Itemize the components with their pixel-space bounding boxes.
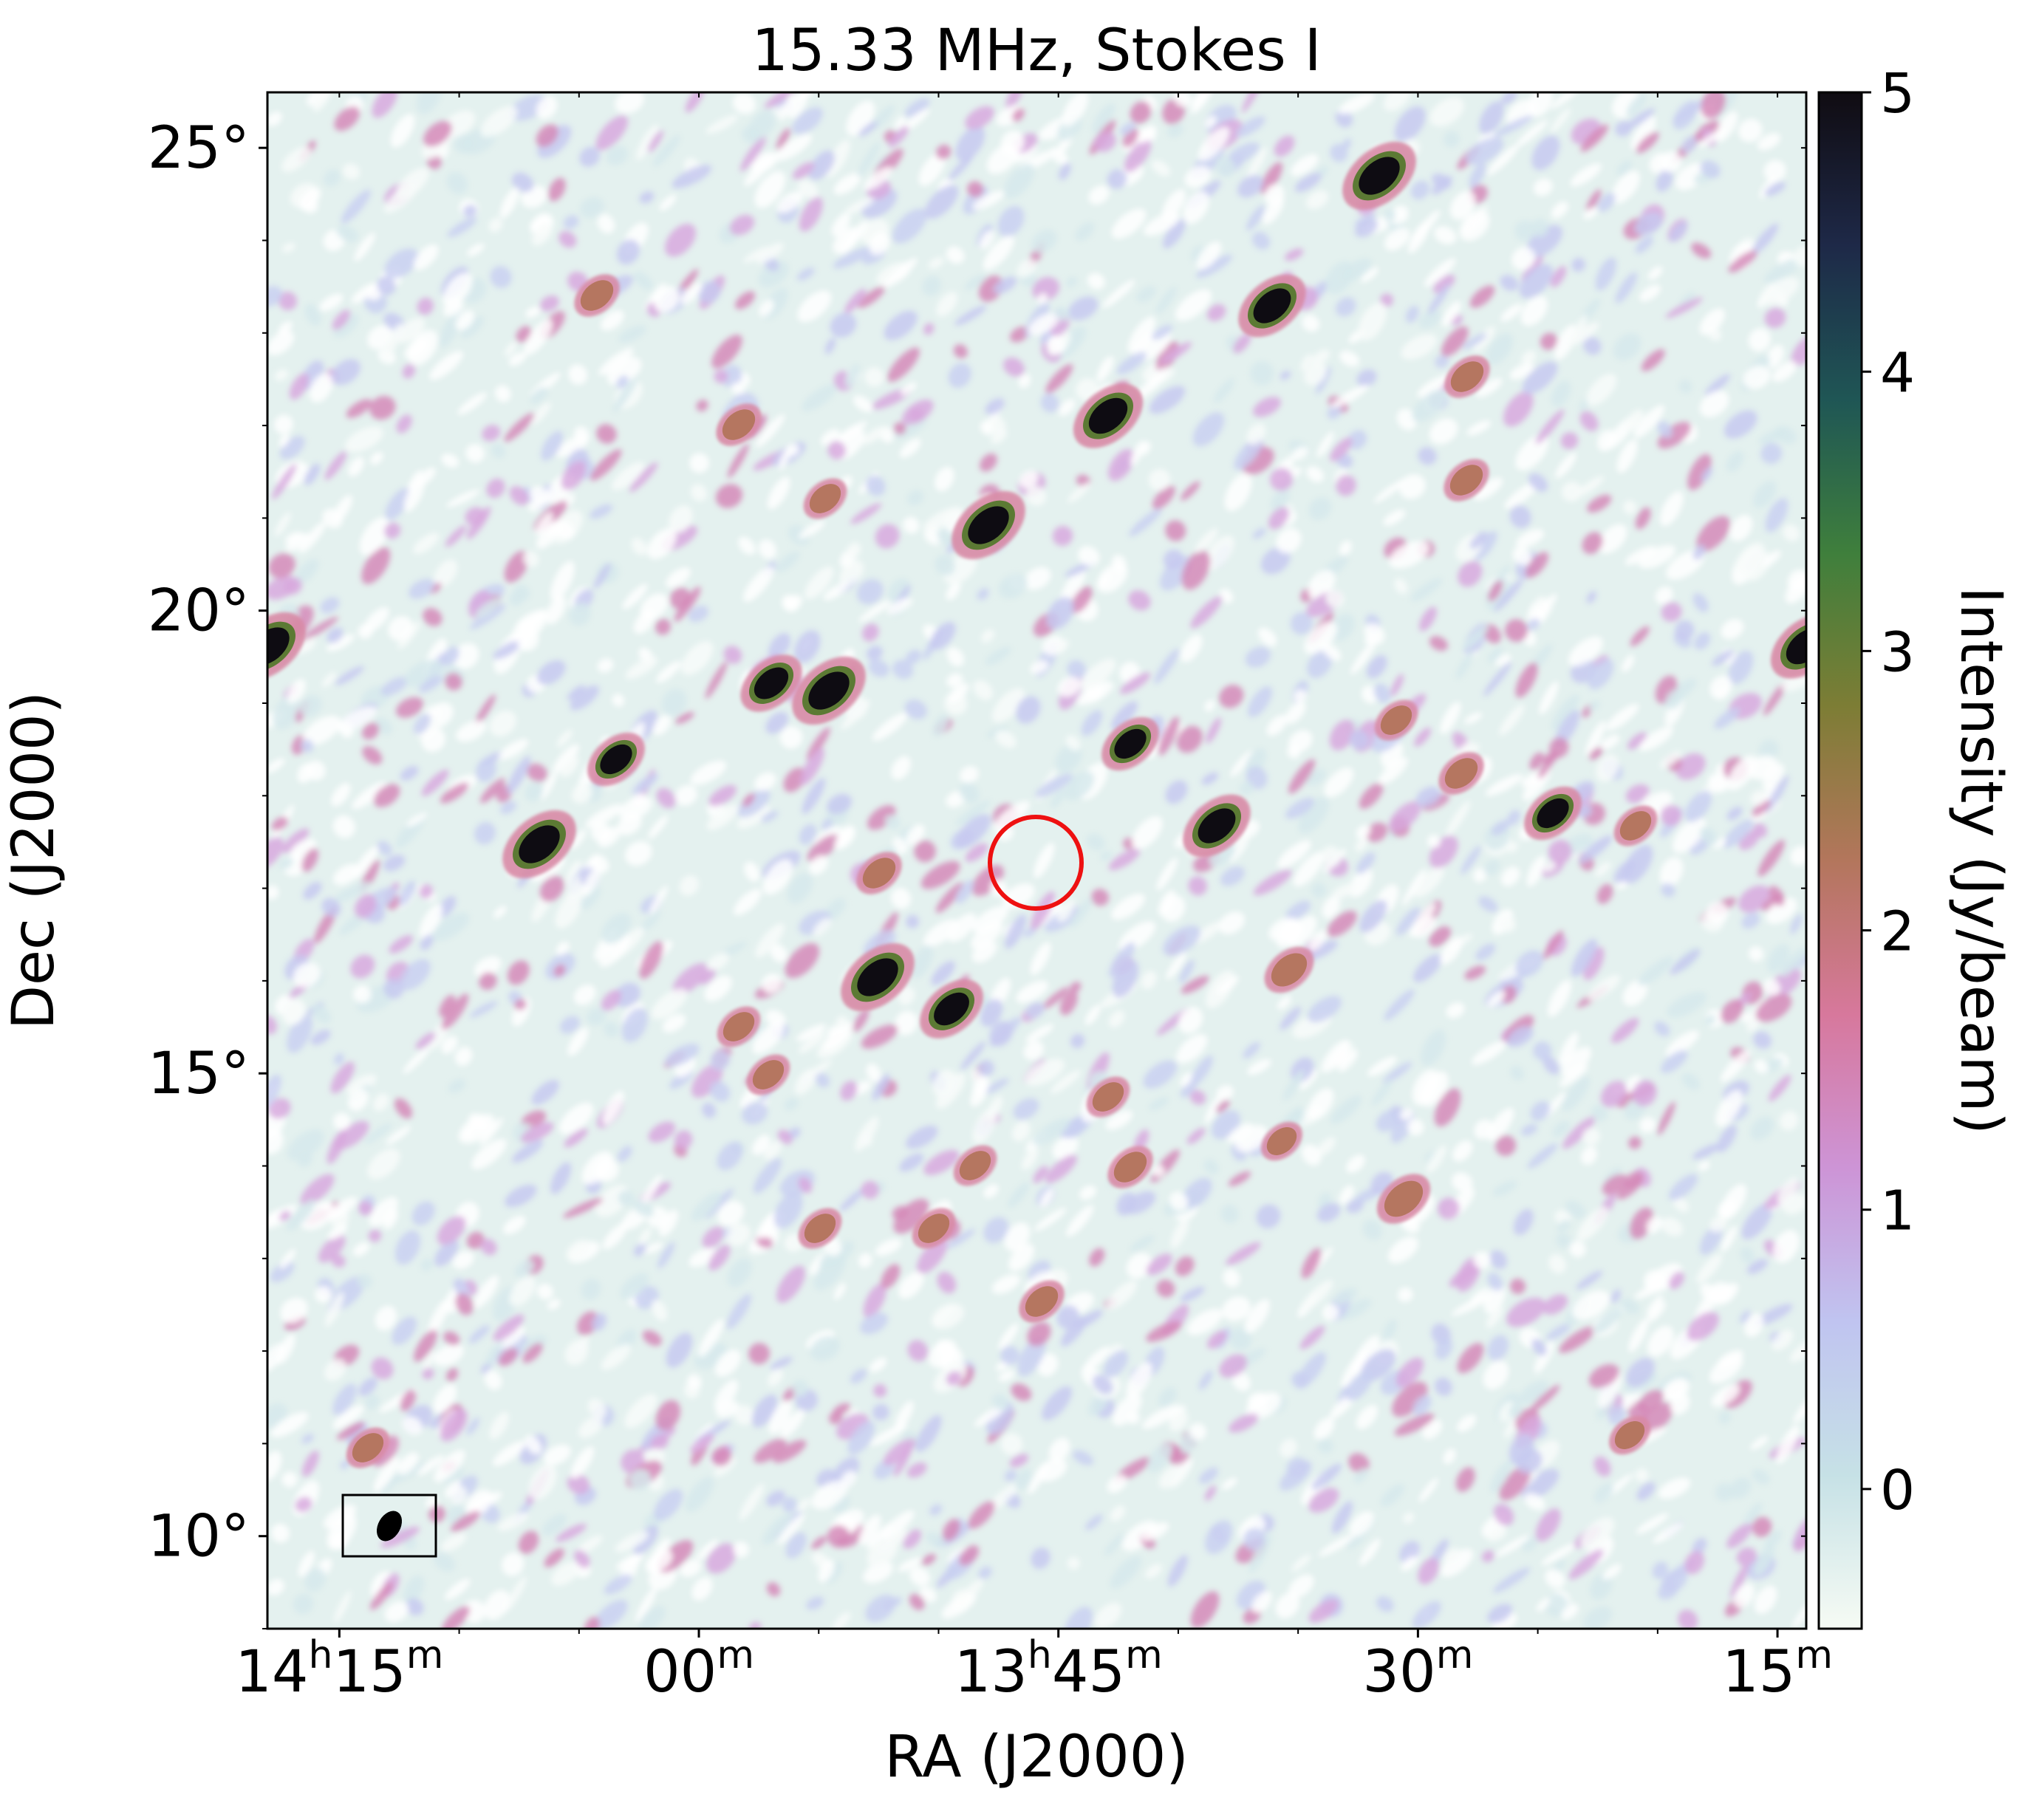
x-tick-unit: m <box>1795 1633 1833 1677</box>
x-tick-unit: h <box>309 1633 333 1677</box>
x-tick-labels: 14h15m 00m 13h45m 30m 15m <box>235 1633 1833 1706</box>
beam-box <box>341 1494 437 1558</box>
x-tick-label: 13h45m <box>954 1633 1163 1706</box>
x-tick-unit: m <box>1436 1633 1474 1677</box>
colorbar: 0 1 2 3 4 5 Intensity (Jy/beam) <box>1817 62 2014 1630</box>
colorbar-tick-label: 4 <box>1880 341 1915 405</box>
colorbar-tick-label: 0 <box>1880 1459 1915 1522</box>
x-tick-value: 30 <box>1362 1639 1435 1706</box>
x-tick-label: 30m <box>1362 1633 1473 1706</box>
x-axis-label: RA (J2000) <box>884 1724 1189 1790</box>
source-layer <box>267 141 1806 1468</box>
plot-frame <box>266 91 1808 1630</box>
x-tick-unit: h <box>1028 1633 1052 1677</box>
colorbar-ticks: 0 1 2 3 4 5 <box>1862 62 1915 1522</box>
colorbar-gradient <box>1819 92 1862 1629</box>
y-tick-label: 20° <box>148 578 250 645</box>
axis-ticks <box>259 92 1806 1638</box>
y-axis-label: Dec (J2000) <box>1 691 67 1030</box>
beam-indicator <box>341 1494 437 1558</box>
beam-ellipse <box>376 1511 403 1542</box>
x-tick-unit: m <box>1125 1633 1163 1677</box>
plot-title: 15.33 MHz, Stokes I <box>751 18 1321 84</box>
x-tick-value: 13 <box>954 1639 1028 1706</box>
y-tick-label: 15° <box>148 1041 250 1107</box>
x-tick-label: 15m <box>1722 1633 1833 1706</box>
y-tick-label: 25° <box>148 115 250 182</box>
x-tick-value: 45 <box>1052 1639 1125 1706</box>
x-tick-value: 14 <box>235 1639 308 1706</box>
colorbar-frame <box>1817 91 1863 1630</box>
colorbar-tick-label: 2 <box>1880 900 1915 964</box>
x-tick-label: 00m <box>643 1633 754 1706</box>
x-tick-value: 00 <box>643 1639 717 1706</box>
target-circle-marker <box>988 815 1084 911</box>
x-tick-unit: m <box>406 1633 444 1677</box>
colorbar-tick-label: 5 <box>1880 62 1915 126</box>
sky-image <box>267 92 1806 1629</box>
x-tick-label: 14h15m <box>235 1633 443 1706</box>
colorbar-tick-label: 1 <box>1880 1180 1915 1243</box>
y-tick-labels: 25° 20° 15° 10° <box>148 115 250 1570</box>
y-tick-label: 10° <box>148 1504 250 1570</box>
colorbar-label: Intensity (Jy/beam) <box>1947 586 2014 1135</box>
colorbar-tick-label: 3 <box>1880 620 1915 684</box>
x-tick-value: 15 <box>1722 1639 1795 1706</box>
noise-layer <box>267 92 1806 1629</box>
x-tick-unit: m <box>717 1633 754 1677</box>
x-tick-value: 15 <box>332 1639 406 1706</box>
